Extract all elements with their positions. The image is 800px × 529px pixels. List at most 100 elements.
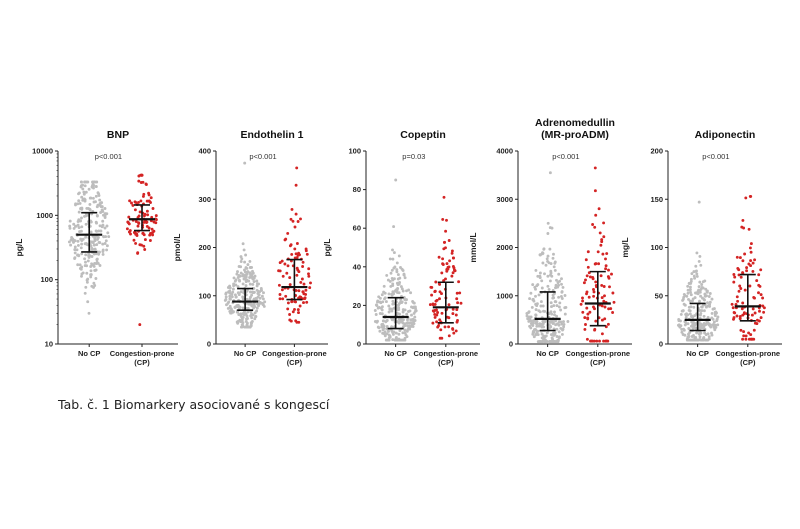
data-point bbox=[552, 296, 556, 300]
data-point bbox=[541, 251, 545, 255]
data-point bbox=[68, 226, 72, 230]
data-point bbox=[294, 212, 298, 216]
data-point bbox=[697, 259, 701, 263]
data-point bbox=[385, 332, 389, 336]
x-category-label: (CP) bbox=[287, 358, 303, 367]
data-point bbox=[593, 225, 597, 229]
data-point bbox=[68, 219, 72, 223]
data-point bbox=[240, 257, 244, 261]
data-point bbox=[103, 226, 107, 230]
data-point bbox=[714, 310, 718, 314]
data-point bbox=[392, 251, 396, 255]
data-point bbox=[703, 279, 707, 283]
data-point bbox=[289, 319, 293, 323]
data-point bbox=[73, 257, 77, 260]
data-point bbox=[594, 319, 598, 323]
data-point bbox=[79, 185, 83, 189]
data-point bbox=[385, 273, 389, 277]
data-point bbox=[742, 334, 746, 338]
data-point bbox=[250, 302, 254, 306]
data-point bbox=[234, 278, 238, 282]
x-category-label: Congestion-prone bbox=[262, 349, 327, 358]
data-point bbox=[401, 310, 405, 314]
data-point bbox=[297, 311, 300, 315]
data-point bbox=[551, 322, 555, 325]
data-point bbox=[103, 212, 107, 216]
data-point bbox=[689, 290, 692, 294]
data-point bbox=[744, 334, 748, 338]
data-point bbox=[280, 288, 284, 292]
data-point bbox=[387, 333, 391, 337]
data-point bbox=[456, 319, 459, 322]
data-point bbox=[694, 291, 697, 295]
data-point bbox=[291, 310, 295, 314]
data-point bbox=[543, 309, 547, 313]
data-point bbox=[557, 305, 561, 309]
data-point bbox=[78, 267, 82, 270]
data-point bbox=[244, 266, 248, 270]
data-point bbox=[555, 327, 559, 331]
data-point bbox=[72, 226, 76, 230]
data-point bbox=[262, 304, 266, 308]
data-point bbox=[695, 251, 699, 255]
data-point bbox=[69, 243, 73, 247]
data-point bbox=[441, 217, 445, 221]
data-point bbox=[440, 311, 444, 315]
data-point bbox=[757, 273, 761, 277]
data-point bbox=[560, 282, 563, 286]
data-point bbox=[554, 300, 558, 304]
data-point bbox=[534, 313, 538, 317]
data-point bbox=[403, 276, 407, 280]
data-point bbox=[441, 262, 445, 266]
data-point bbox=[138, 243, 142, 247]
data-point bbox=[260, 294, 264, 298]
y-tick-label: 100 bbox=[348, 147, 361, 156]
data-point bbox=[682, 327, 686, 331]
data-point bbox=[83, 257, 87, 261]
data-point bbox=[528, 324, 532, 328]
data-point bbox=[228, 294, 232, 298]
data-point bbox=[402, 273, 406, 277]
data-point bbox=[552, 340, 556, 344]
data-point bbox=[154, 214, 158, 218]
data-point bbox=[258, 290, 262, 294]
data-point bbox=[698, 299, 701, 303]
data-point bbox=[743, 288, 747, 292]
data-point bbox=[600, 318, 604, 322]
data-point bbox=[450, 249, 454, 253]
data-point bbox=[152, 220, 156, 224]
x-category-label: (CP) bbox=[590, 358, 606, 367]
data-point bbox=[277, 269, 281, 273]
data-point bbox=[451, 327, 455, 331]
data-point bbox=[249, 290, 252, 294]
data-point bbox=[257, 293, 261, 297]
data-point bbox=[434, 280, 438, 284]
data-point bbox=[248, 259, 252, 263]
data-point bbox=[541, 304, 545, 308]
data-point bbox=[249, 323, 253, 327]
data-point bbox=[711, 317, 715, 321]
y-tick-label: 0 bbox=[357, 340, 361, 349]
data-point bbox=[584, 323, 587, 326]
data-point bbox=[304, 249, 308, 253]
data-point bbox=[79, 180, 83, 184]
data-point bbox=[392, 306, 396, 310]
y-tick-label: 100 bbox=[650, 243, 663, 252]
data-point bbox=[704, 338, 707, 342]
data-point bbox=[129, 232, 132, 236]
data-point bbox=[560, 332, 564, 336]
data-point bbox=[548, 279, 552, 283]
data-point bbox=[706, 316, 710, 319]
data-point bbox=[91, 247, 95, 251]
data-point bbox=[103, 207, 107, 210]
data-point bbox=[236, 285, 240, 289]
data-point bbox=[610, 272, 613, 276]
data-point bbox=[699, 324, 703, 328]
data-point bbox=[737, 289, 741, 293]
data-point bbox=[686, 288, 690, 292]
data-point bbox=[579, 302, 583, 306]
data-point bbox=[735, 255, 739, 259]
data-point bbox=[147, 193, 151, 197]
data-point bbox=[298, 253, 301, 257]
chart-panel-5: Adiponectin 0 50 100 150 200 mg/L p<0.001 No CP C… bbox=[620, 129, 782, 367]
